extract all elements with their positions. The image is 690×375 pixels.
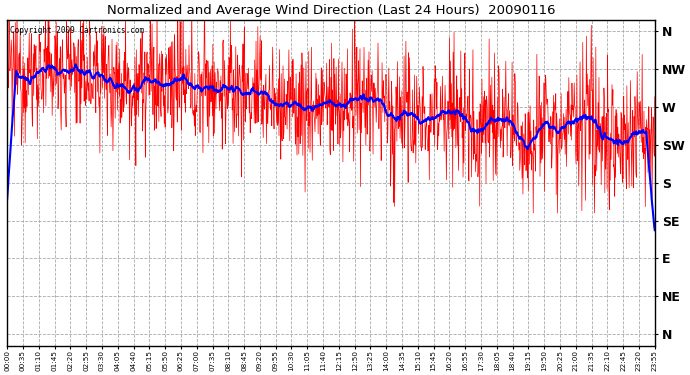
- Text: Copyright 2009 Cartronics.com: Copyright 2009 Cartronics.com: [10, 26, 144, 35]
- Title: Normalized and Average Wind Direction (Last 24 Hours)  20090116: Normalized and Average Wind Direction (L…: [107, 4, 555, 17]
